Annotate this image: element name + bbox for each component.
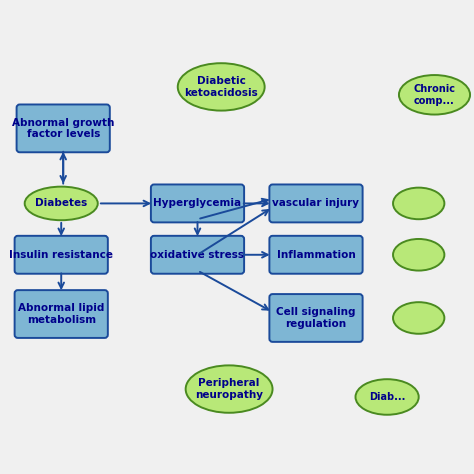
Text: Abnormal lipid
metabolism: Abnormal lipid metabolism (18, 303, 104, 325)
Ellipse shape (186, 365, 273, 413)
FancyBboxPatch shape (269, 294, 363, 342)
Ellipse shape (393, 188, 444, 219)
Ellipse shape (178, 63, 264, 110)
Text: oxidative stress: oxidative stress (151, 250, 245, 260)
Text: Chronic
comp...: Chronic comp... (413, 84, 456, 106)
Text: Peripheral
neuropathy: Peripheral neuropathy (195, 378, 263, 400)
Ellipse shape (356, 379, 419, 415)
Text: Hyperglycemia: Hyperglycemia (154, 199, 242, 209)
Text: Cell signaling
regulation: Cell signaling regulation (276, 307, 356, 329)
Text: Diab...: Diab... (369, 392, 405, 402)
FancyBboxPatch shape (269, 236, 363, 273)
Text: Insulin resistance: Insulin resistance (9, 250, 113, 260)
Ellipse shape (393, 239, 444, 271)
Text: Inflammation: Inflammation (277, 250, 356, 260)
Ellipse shape (25, 187, 98, 220)
Text: Diabetes: Diabetes (35, 199, 87, 209)
Text: Abnormal growth
factor levels: Abnormal growth factor levels (12, 118, 114, 139)
FancyBboxPatch shape (269, 184, 363, 222)
FancyBboxPatch shape (151, 184, 244, 222)
FancyBboxPatch shape (15, 290, 108, 338)
FancyBboxPatch shape (15, 236, 108, 273)
FancyBboxPatch shape (17, 104, 110, 152)
FancyBboxPatch shape (151, 236, 244, 273)
Ellipse shape (393, 302, 444, 334)
Text: Diabetic
ketoacidosis: Diabetic ketoacidosis (184, 76, 258, 98)
Text: vascular injury: vascular injury (273, 199, 359, 209)
Ellipse shape (399, 75, 470, 115)
